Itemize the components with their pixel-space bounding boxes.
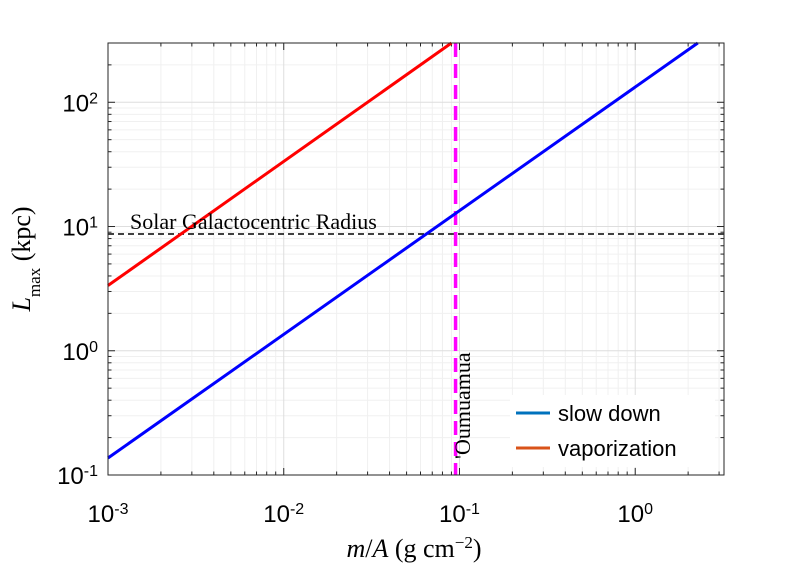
y-tick-label: 102 — [62, 90, 98, 118]
y-tick-label: 100 — [62, 338, 98, 366]
y-axis-title: Lmax (kpc) — [7, 206, 44, 312]
legend-label-vaporization: vaporization — [558, 436, 677, 461]
x-tick-label: 10-1 — [439, 501, 480, 529]
plot-frame — [107, 42, 725, 476]
series-lines — [107, 41, 699, 460]
x-axis-title: m/A (g cm−2) — [346, 533, 481, 564]
x-tick-labels: 10-3 10-2 10-1 100 — [88, 501, 654, 529]
series-line-slow-down — [107, 41, 699, 460]
y-tick-label: 101 — [62, 214, 98, 242]
solar-radius-label: Solar Galactocentric Radius — [130, 209, 377, 234]
legend-box — [510, 395, 715, 467]
reference-lines — [108, 43, 724, 475]
oumuamua-label: 'Oumuamua — [450, 352, 475, 459]
x-tick-label: 10-3 — [88, 501, 129, 529]
y-tick-label: 10-1 — [57, 463, 98, 491]
legend: slow down vaporization — [510, 395, 715, 467]
legend-label-slow-down: slow down — [558, 401, 661, 426]
series-line-vaporization — [107, 41, 453, 287]
y-tick-labels: 10-1 100 101 102 — [57, 90, 98, 490]
x-tick-label: 10-2 — [263, 501, 304, 529]
x-tick-label: 100 — [617, 501, 653, 529]
